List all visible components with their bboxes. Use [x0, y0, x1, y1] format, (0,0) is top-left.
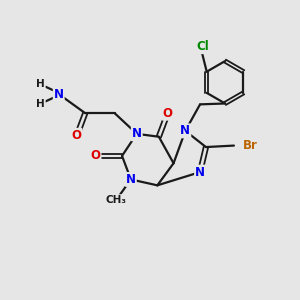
Text: N: N [180, 124, 190, 137]
Text: O: O [71, 129, 81, 142]
Text: O: O [163, 107, 173, 120]
Text: O: O [91, 149, 100, 162]
Text: Cl: Cl [196, 40, 209, 53]
Text: N: N [132, 127, 142, 140]
Text: H: H [36, 99, 45, 110]
Text: H: H [36, 79, 45, 89]
Text: CH₃: CH₃ [106, 195, 127, 205]
Text: N: N [54, 88, 64, 100]
Text: N: N [126, 173, 136, 186]
Text: Br: Br [243, 139, 258, 152]
Text: N: N [195, 166, 205, 178]
